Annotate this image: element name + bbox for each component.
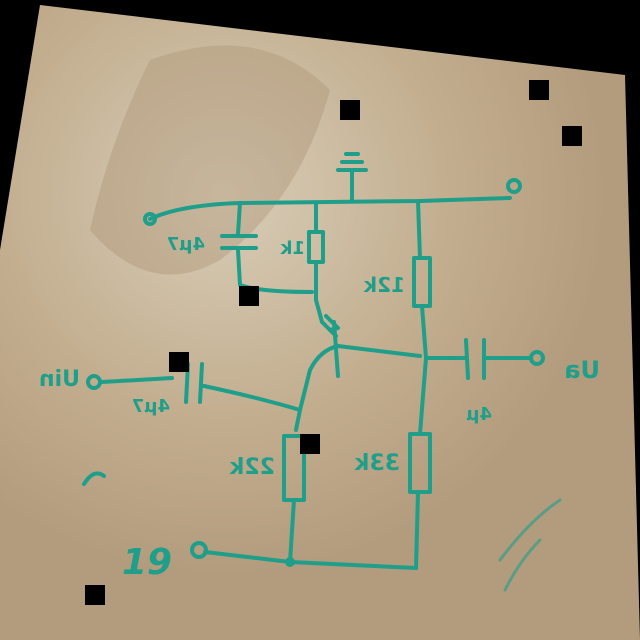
circuit-schematic	[82, 152, 562, 592]
capacitor-output	[464, 338, 486, 380]
redaction-square	[300, 434, 320, 454]
terminal-top-right	[506, 178, 522, 194]
capacitor-4u7-top	[220, 234, 258, 250]
label-cap-input: 4µ7	[132, 396, 170, 417]
label-cap-top-left: 4µ7	[167, 234, 205, 255]
resistor-33k	[408, 432, 432, 494]
scribble-mark	[82, 471, 106, 486]
terminal-supply	[190, 541, 208, 559]
redaction-square	[239, 286, 259, 306]
label-cap-output: 4µ	[466, 404, 492, 425]
terminal-input	[86, 374, 102, 390]
r12k-wire	[416, 199, 428, 360]
redaction-square	[85, 585, 105, 605]
whiteboard-sheet	[0, 5, 640, 640]
base-wire	[294, 344, 340, 432]
redaction-square	[169, 352, 189, 372]
redaction-marks	[85, 80, 582, 605]
resistor-12k	[412, 256, 432, 308]
label-input: Uin	[39, 367, 80, 392]
label-resistor-22k: 22k	[228, 455, 275, 480]
r22k-wire	[288, 498, 296, 564]
redaction-square	[340, 100, 360, 120]
cap-branch-wire	[236, 201, 314, 294]
resistor-1k	[307, 230, 325, 264]
label-resistor-33k: 33k	[353, 451, 400, 476]
terminal-output	[529, 350, 545, 366]
emitter-arrow	[324, 314, 340, 332]
terminal-top-left	[143, 212, 157, 226]
junction-dot-bottom	[285, 557, 295, 567]
ground-symbol	[336, 152, 368, 202]
label-supply: 19	[122, 542, 172, 583]
redaction-square	[529, 80, 549, 100]
label-resistor-12k: 12k	[363, 273, 405, 297]
scribble-mark-right	[498, 498, 562, 592]
redaction-square	[562, 126, 582, 146]
r33k-wire	[414, 356, 428, 570]
input-wire	[100, 376, 302, 412]
label-resistor-1k: 1k	[279, 238, 305, 259]
label-output: Ua	[564, 356, 600, 384]
